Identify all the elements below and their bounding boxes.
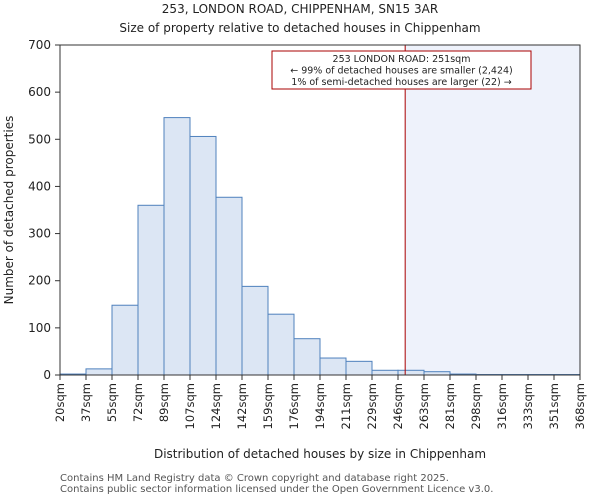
x-tick-label: 246sqm	[391, 383, 405, 429]
bar-159sqm	[267, 313, 295, 376]
bar-211sqm	[345, 360, 373, 376]
bar-89sqm	[163, 117, 191, 376]
highlight-region	[405, 45, 580, 375]
x-tick-label: 20sqm	[53, 383, 67, 422]
x-tick-label: 368sqm	[573, 383, 587, 429]
x-tick-label: 37sqm	[79, 383, 93, 422]
bar-107sqm	[189, 135, 217, 376]
bar-229sqm	[371, 369, 399, 376]
annotation-line: ← 99% of detached houses are smaller (2,…	[290, 66, 513, 77]
x-tick-label: 89sqm	[157, 383, 171, 422]
x-tick-label: 211sqm	[339, 383, 353, 429]
bar-194sqm	[319, 357, 347, 376]
x-tick-label: 176sqm	[287, 383, 301, 429]
bar-176sqm	[293, 338, 321, 376]
y-tick-label: 600	[28, 85, 51, 99]
x-tick-label: 281sqm	[443, 383, 457, 429]
y-tick-label: 0	[43, 368, 51, 382]
x-tick-label: 351sqm	[547, 383, 561, 429]
annotation-line: 1% of semi-detached houses are larger (2…	[291, 77, 511, 88]
x-tick-label: 107sqm	[183, 383, 197, 429]
chart-subtitle: Size of property relative to detached ho…	[119, 21, 481, 35]
y-tick-label: 500	[28, 132, 51, 146]
x-tick-label: 263sqm	[417, 383, 431, 429]
x-axis-label: Distribution of detached houses by size …	[154, 447, 486, 461]
x-tick-label: 55sqm	[105, 383, 119, 422]
x-tick-label: 72sqm	[131, 383, 145, 422]
annotation-box	[271, 50, 532, 90]
y-tick-label: 200	[28, 274, 51, 288]
x-tick-label: 333sqm	[521, 383, 535, 429]
x-tick-label: 316sqm	[495, 383, 509, 429]
x-tick-label: 194sqm	[313, 383, 327, 429]
x-tick-label: 142sqm	[235, 383, 249, 429]
x-tick-label: 159sqm	[261, 383, 275, 429]
y-tick-label: 400	[28, 179, 51, 193]
y-axis-label: Number of detached properties	[2, 116, 16, 305]
bar-72sqm	[137, 204, 165, 376]
footer-copyright: Contains HM Land Registry data © Crown c…	[60, 473, 449, 484]
bar-246sqm	[397, 369, 425, 376]
y-tick-label: 100	[28, 321, 51, 335]
y-tick-label: 700	[28, 38, 51, 52]
x-tick-label: 229sqm	[365, 383, 379, 429]
x-tick-label: 124sqm	[209, 383, 223, 429]
bar-124sqm	[215, 196, 243, 376]
bar-142sqm	[241, 285, 269, 376]
annotation-line: 253 LONDON ROAD: 251sqm	[333, 54, 471, 65]
chart-title: 253, LONDON ROAD, CHIPPENHAM, SN15 3AR	[161, 2, 439, 16]
bar-55sqm	[111, 304, 139, 376]
x-tick-label: 298sqm	[469, 383, 483, 429]
bar-37sqm	[85, 368, 113, 376]
y-tick-label: 300	[28, 227, 51, 241]
footer-licence: Contains public sector information licen…	[60, 484, 494, 495]
